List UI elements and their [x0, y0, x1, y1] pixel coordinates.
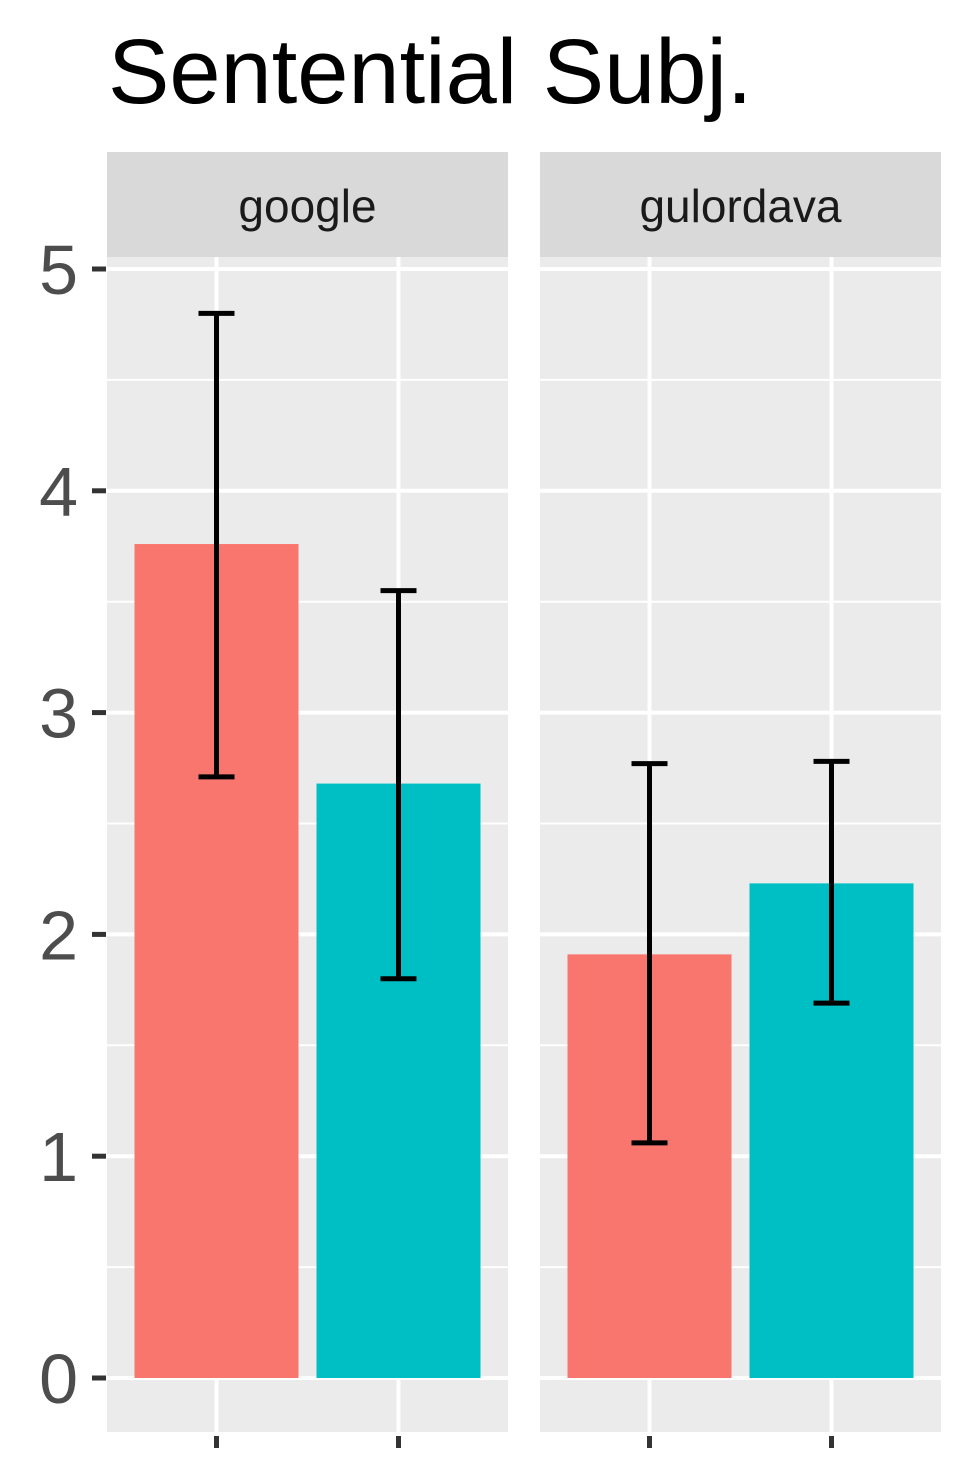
y-tick-label-4: 4	[39, 453, 78, 531]
y-tick-label-5: 5	[39, 231, 78, 309]
y-tick-label-0: 0	[39, 1340, 78, 1418]
facet-strip-0	[107, 152, 508, 257]
chart-title: Sentential Subj.	[108, 21, 752, 123]
y-tick-label-1: 1	[39, 1118, 78, 1196]
facet-strip-1	[540, 152, 941, 257]
y-tick-label-2: 2	[39, 896, 78, 974]
y-tick-label-3: 3	[39, 675, 78, 753]
facet-label-google: google	[238, 180, 376, 232]
facet-label-gulordava: gulordava	[639, 180, 841, 232]
